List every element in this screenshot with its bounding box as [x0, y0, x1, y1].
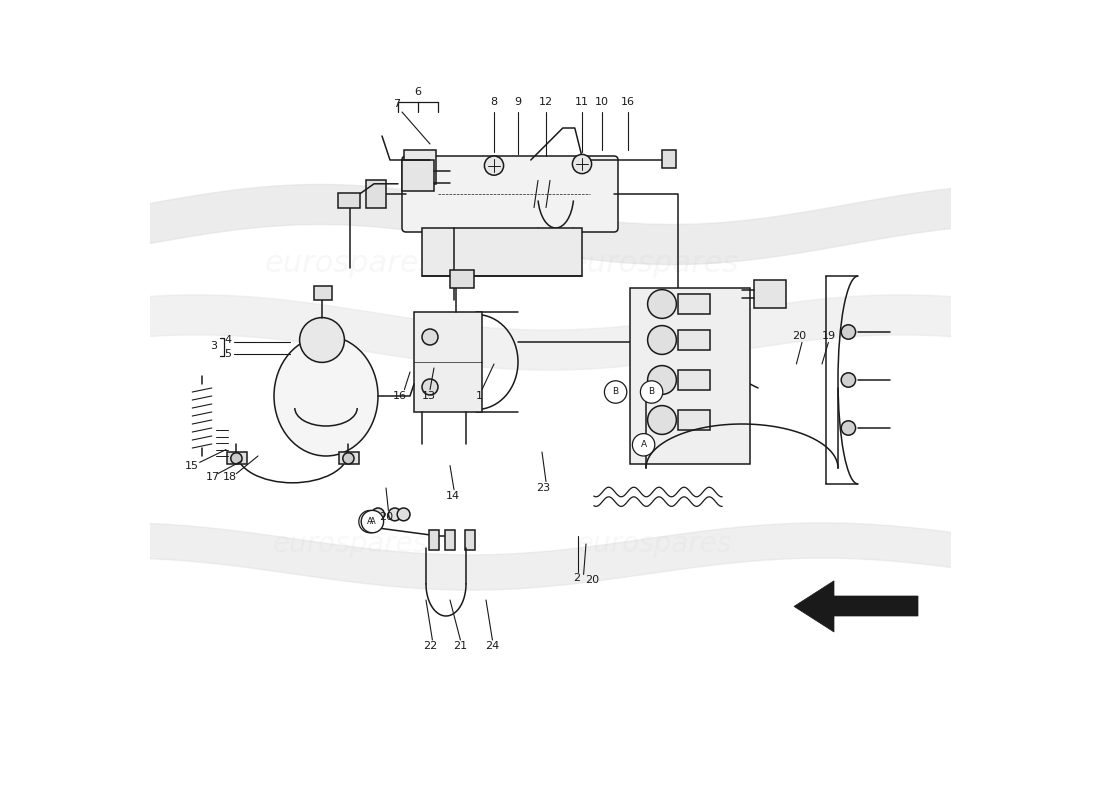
Text: A: A	[367, 517, 373, 526]
Bar	[678, 330, 710, 350]
Text: 5: 5	[224, 350, 231, 359]
Text: 9: 9	[515, 98, 521, 107]
Circle shape	[648, 326, 676, 354]
FancyBboxPatch shape	[402, 156, 618, 232]
Bar	[366, 180, 386, 208]
Circle shape	[842, 325, 856, 339]
Text: 18: 18	[223, 472, 238, 482]
Bar	[662, 150, 676, 168]
Text: 8: 8	[491, 98, 497, 107]
Text: eurospares: eurospares	[569, 250, 739, 278]
Text: 2: 2	[573, 573, 580, 582]
Text: 4: 4	[224, 335, 231, 345]
Circle shape	[422, 379, 438, 395]
Bar	[630, 288, 750, 464]
Circle shape	[388, 508, 401, 521]
Text: 20: 20	[378, 512, 393, 522]
Text: A: A	[640, 440, 647, 450]
Bar	[339, 452, 359, 464]
Text: 14: 14	[446, 491, 460, 501]
Circle shape	[361, 510, 384, 533]
Circle shape	[484, 156, 504, 175]
Text: eurospares: eurospares	[273, 530, 428, 558]
Bar	[754, 280, 786, 308]
Text: 20: 20	[792, 331, 806, 341]
Bar	[678, 410, 710, 430]
Bar	[465, 530, 475, 550]
Text: eurospares: eurospares	[265, 250, 436, 278]
Text: B: B	[613, 387, 618, 397]
Circle shape	[422, 329, 438, 345]
Text: 20: 20	[585, 575, 600, 585]
Text: A: A	[370, 517, 375, 526]
Circle shape	[632, 434, 654, 456]
Bar	[314, 286, 331, 300]
Bar	[227, 452, 246, 464]
Text: eurospares: eurospares	[576, 530, 732, 558]
Bar	[678, 294, 710, 314]
Circle shape	[640, 381, 663, 403]
Text: 23: 23	[537, 483, 551, 493]
Circle shape	[231, 453, 242, 464]
Circle shape	[572, 154, 592, 174]
Text: 19: 19	[822, 331, 836, 341]
Bar	[338, 194, 361, 208]
Circle shape	[372, 508, 384, 521]
Bar	[429, 530, 439, 550]
Circle shape	[359, 510, 382, 533]
Bar	[422, 228, 582, 276]
Text: 16: 16	[393, 391, 407, 401]
Circle shape	[299, 318, 344, 362]
Bar	[414, 312, 482, 412]
Bar	[405, 150, 437, 184]
Text: 21: 21	[453, 642, 468, 651]
Circle shape	[604, 381, 627, 403]
Bar	[678, 370, 710, 390]
Circle shape	[648, 406, 676, 434]
Text: 3: 3	[210, 342, 217, 351]
Circle shape	[842, 373, 856, 387]
Text: 1: 1	[476, 391, 483, 401]
Text: 13: 13	[421, 391, 436, 401]
Circle shape	[648, 366, 676, 394]
Text: 11: 11	[575, 98, 589, 107]
Circle shape	[343, 453, 354, 464]
Bar	[446, 530, 454, 550]
Text: 22: 22	[422, 642, 437, 651]
Circle shape	[842, 421, 856, 435]
Text: 6: 6	[415, 87, 421, 97]
Text: 12: 12	[539, 98, 553, 107]
Text: 17: 17	[206, 472, 220, 482]
Bar	[402, 160, 434, 190]
Text: B: B	[649, 387, 654, 397]
Circle shape	[648, 290, 676, 318]
Polygon shape	[794, 581, 918, 632]
Bar	[450, 270, 474, 288]
Text: 16: 16	[620, 98, 635, 107]
Text: 15: 15	[185, 461, 199, 470]
Text: 10: 10	[595, 98, 609, 107]
Text: 7: 7	[393, 99, 400, 109]
Circle shape	[397, 508, 410, 521]
Ellipse shape	[274, 336, 378, 456]
Text: 24: 24	[485, 642, 499, 651]
